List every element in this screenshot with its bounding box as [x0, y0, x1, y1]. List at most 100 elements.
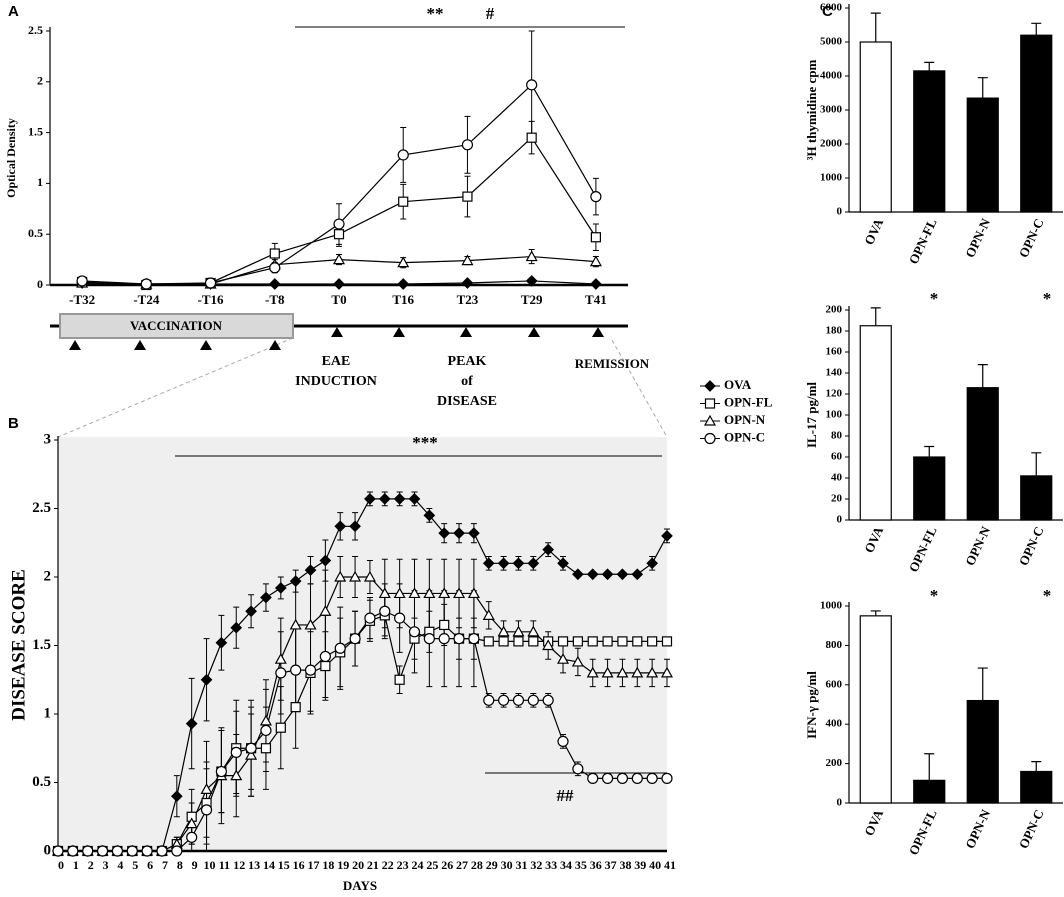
- annotation: *: [1043, 586, 1052, 605]
- annotation: *: [930, 586, 939, 605]
- x-tick-label: 20: [352, 858, 364, 872]
- marker: [616, 772, 629, 784]
- marker: [661, 772, 673, 784]
- x-tick-label: 38: [619, 858, 631, 872]
- x-tick-label: 5: [132, 858, 138, 872]
- marker: [268, 278, 281, 290]
- bar: [859, 41, 892, 213]
- timepoint-marker: [269, 340, 281, 350]
- timepoint-marker: [134, 340, 146, 350]
- error-bar: [977, 77, 988, 99]
- error-bar: [924, 61, 935, 71]
- marker: [439, 619, 450, 631]
- panel-label: B: [8, 415, 19, 432]
- marker: [557, 636, 569, 647]
- marker: [513, 636, 524, 647]
- marker: [96, 845, 109, 857]
- bar: [966, 97, 999, 213]
- x-tick-label: 37: [605, 858, 617, 872]
- marker: [647, 636, 658, 647]
- annotation: ***: [412, 433, 438, 452]
- x-tick-label: 30: [501, 858, 513, 872]
- marker: [393, 587, 406, 599]
- marker: [245, 748, 258, 760]
- x-axis-label: DAYS: [343, 878, 377, 893]
- legend-label: OVA: [724, 377, 752, 392]
- marker: [461, 139, 474, 151]
- legend-marker: [703, 414, 717, 426]
- marker: [230, 769, 243, 781]
- bar: [913, 456, 946, 521]
- timepoint-marker: [393, 327, 405, 337]
- marker: [438, 587, 451, 599]
- panel-label: C: [822, 3, 833, 20]
- marker: [557, 735, 569, 748]
- marker: [397, 278, 410, 290]
- marker: [631, 568, 644, 581]
- y-tick-label: 60: [831, 451, 843, 463]
- y-tick-label: 3000: [820, 104, 843, 116]
- marker: [631, 772, 643, 784]
- annotation: #: [486, 4, 495, 23]
- marker: [660, 666, 674, 678]
- y-tick-label: 2000: [820, 138, 843, 150]
- bar: [966, 387, 999, 521]
- x-tick-label: 25: [426, 858, 438, 872]
- x-tick-label: 14: [263, 858, 275, 872]
- annotation: PEAK: [448, 354, 487, 369]
- x-tick-label: 7: [162, 858, 168, 872]
- x-tick-label: 36: [590, 858, 602, 872]
- marker: [398, 196, 409, 207]
- x-tick-label: OPN-FL: [906, 524, 940, 574]
- timepoint-markers: [69, 327, 604, 350]
- marker: [483, 694, 495, 706]
- marker: [319, 554, 332, 567]
- y-tick-label: 20: [831, 493, 843, 505]
- marker: [319, 605, 332, 616]
- legend-label: OPN-FL: [724, 394, 773, 409]
- marker: [557, 652, 570, 664]
- y-tick-label: 120: [826, 388, 843, 400]
- marker: [423, 633, 435, 645]
- marker: [393, 493, 406, 505]
- y-tick-label: 100: [826, 409, 843, 421]
- marker: [468, 527, 480, 540]
- marker: [334, 642, 346, 654]
- marker: [333, 229, 345, 240]
- marker: [527, 557, 540, 570]
- marker: [141, 845, 153, 857]
- x-tick-label: 0: [58, 858, 64, 872]
- marker: [378, 493, 391, 505]
- marker: [126, 845, 138, 857]
- marker: [438, 633, 450, 645]
- y-tick-label: 80: [831, 430, 843, 442]
- marker: [186, 831, 198, 843]
- x-tick-label: 21: [367, 858, 379, 872]
- y-tick-label: 0: [37, 277, 43, 291]
- y-tick-label: 160: [826, 346, 843, 358]
- annotation: of: [461, 374, 473, 389]
- x-tick-label: 18: [322, 858, 334, 872]
- marker: [364, 612, 376, 624]
- x-tick-label: -T8: [265, 292, 285, 307]
- x-tick-label: 9: [192, 858, 198, 872]
- marker: [260, 724, 272, 737]
- y-tick-label: 1.5: [32, 637, 51, 653]
- x-tick-label: 19: [337, 858, 349, 872]
- marker: [646, 666, 659, 678]
- x-tick-label: 15: [278, 858, 290, 872]
- marker: [572, 636, 583, 647]
- marker: [527, 625, 540, 637]
- zoom-guide: [57, 337, 294, 438]
- marker: [462, 191, 473, 202]
- y-tick-label: 2.5: [28, 23, 43, 37]
- x-tick-label: 28: [471, 858, 483, 872]
- x-tick-label: 12: [233, 858, 245, 872]
- marker: [482, 609, 495, 620]
- marker: [587, 636, 598, 647]
- y-tick-label: 40: [831, 472, 843, 484]
- y-tick-label: 200: [826, 304, 843, 316]
- x-tick-label: 39: [634, 858, 646, 872]
- marker: [557, 557, 569, 570]
- marker: [230, 746, 242, 758]
